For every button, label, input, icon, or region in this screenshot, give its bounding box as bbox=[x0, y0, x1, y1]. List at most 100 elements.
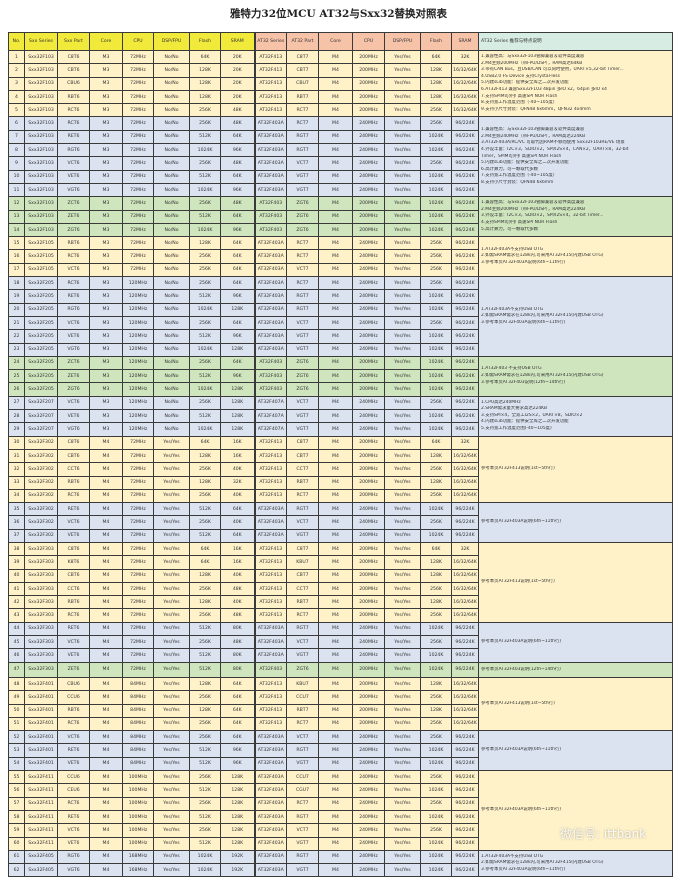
cell-sxx-dsp-fpu: Yes/Yes bbox=[153, 743, 190, 758]
cell-sxx-sram: 128K bbox=[220, 836, 255, 851]
cell-sxx-dsp-fpu: No/No bbox=[153, 289, 190, 304]
cell-at32-flash: 1024K bbox=[420, 661, 452, 678]
cell-sxx-part: CBT6 bbox=[57, 63, 90, 78]
cell-no: 15 bbox=[8, 236, 25, 251]
cell-at32-core: M4 bbox=[318, 849, 353, 865]
cell-no: 59 bbox=[8, 823, 25, 838]
cell-at32-sram: 16/32/64K bbox=[451, 690, 479, 705]
cell-sxx-cpu: 120MHz bbox=[122, 329, 154, 344]
cell-sxx-series: Sxx32F207 bbox=[24, 422, 58, 437]
cell-sxx-core: M3 bbox=[89, 262, 123, 278]
cell-sxx-core: M4 bbox=[89, 849, 123, 865]
cell-at32-dsp-fpu: Yes/Yes bbox=[384, 435, 421, 450]
cell-sxx-core: M4 bbox=[89, 661, 123, 678]
table-row: 31 Sxx32F302 CBT6 M4 72MHz Yes/Yes 128K 16K AT32… bbox=[8, 448, 673, 464]
cell-sxx-cpu: 120MHz bbox=[122, 342, 154, 357]
table-row: 15 Sxx32F105 RBT6 M3 72MHz No/No 128K 64K AT32F4… bbox=[8, 236, 673, 278]
cell-sxx-series: Sxx32F105 bbox=[24, 249, 58, 264]
cell-sxx-sram: 40K bbox=[220, 462, 255, 477]
cell-sxx-sram: 80K bbox=[220, 648, 255, 663]
cell-no: 36 bbox=[8, 515, 25, 530]
cell-no: 3 bbox=[8, 76, 25, 91]
header-at32-dsp-fpu: DSP/FPU bbox=[384, 32, 421, 51]
cell-at32-flash: 256K bbox=[420, 581, 452, 597]
cell-sxx-series: Sxx32F103 bbox=[24, 169, 58, 184]
cell-at32-series: AT32F403A bbox=[253, 262, 287, 278]
cell-at32-core: M4 bbox=[318, 690, 353, 705]
cell-no: 2 bbox=[8, 63, 25, 78]
cell-at32-sram: 96/224K bbox=[451, 355, 479, 371]
cell-sxx-cpu: 72MHz bbox=[122, 515, 154, 530]
cell-at32-core: M4 bbox=[318, 863, 353, 878]
cell-sxx-part: RET6 bbox=[57, 502, 90, 517]
cell-sxx-part: RGT6 bbox=[57, 302, 90, 317]
cell-sxx-flash: 512K bbox=[189, 209, 221, 224]
cell-sxx-dsp-fpu: Yes/Yes bbox=[153, 502, 190, 517]
cell-sxx-part: ZCT6 bbox=[57, 355, 90, 371]
cell-sxx-flash: 1024K bbox=[189, 382, 221, 397]
cell-sxx-dsp-fpu: Yes/Yes bbox=[153, 809, 190, 825]
cell-sxx-cpu: 100MHz bbox=[122, 770, 154, 785]
cell-at32-series: AT32F403A bbox=[253, 756, 287, 772]
cell-at32-dsp-fpu: Yes/Yes bbox=[384, 209, 421, 224]
cell-sxx-series: Sxx32F103 bbox=[24, 156, 58, 171]
cell-sxx-sram: 64K bbox=[220, 236, 255, 251]
cell-sxx-core: M3 bbox=[89, 222, 123, 238]
page-title: 雅特力32位MCU AT32与Sxx32替换对照表 bbox=[229, 8, 448, 20]
cell-at32-cpu: 240MHz bbox=[352, 863, 385, 878]
cell-at32-core: M4 bbox=[318, 262, 353, 278]
cell-at32-cpu: 200MHz bbox=[352, 661, 385, 678]
cell-at32-dsp-fpu: Yes/Yes bbox=[384, 621, 421, 637]
table-row: 49 Sxx32F401 CCU6 M4 84MHz Yes/Yes 256K 64K AT32… bbox=[8, 690, 673, 705]
cell-at32-series: AT32F403A bbox=[253, 302, 287, 317]
cell-sxx-part: ZGT6 bbox=[57, 382, 90, 397]
cell-no: 55 bbox=[8, 770, 25, 785]
cell-at32-series: AT32F403A bbox=[253, 849, 287, 865]
cell-no: 5 bbox=[8, 103, 25, 118]
note-line: 4.支持SPIM可外扩高速SPI NOR Flash bbox=[481, 220, 558, 225]
cell-at32-flash: 128K bbox=[420, 76, 452, 91]
table-row: 34 Sxx32F302 RCT6 M4 72MHz Yes/Yes 256K 40K AT32… bbox=[8, 488, 673, 504]
cell-at32-cpu: 240MHz bbox=[352, 302, 385, 317]
cell-no: 31 bbox=[8, 448, 25, 464]
cell-sxx-cpu: 72MHz bbox=[122, 169, 154, 184]
cell-at32-dsp-fpu: Yes/Yes bbox=[384, 528, 421, 543]
note-line: 3.外设丰富：I2C×3，SDIO×2，SPI/I2S×4，32-bit Tim… bbox=[481, 213, 604, 219]
cell-no: 41 bbox=[8, 581, 25, 597]
cell-at32-core: M4 bbox=[318, 528, 353, 543]
cell-at32-flash: 1024K bbox=[420, 809, 452, 825]
cell-sxx-flash: 256K bbox=[189, 581, 221, 597]
note-line: 4.外设丰富：I2C×3，SDIO×2，SPI/I2S×4，CAN×2，UART… bbox=[481, 146, 629, 152]
cell-at32-flash: 1024K bbox=[420, 329, 452, 344]
cell-sxx-part: RCT6 bbox=[57, 103, 90, 118]
cell-at32-cpu: 240MHz bbox=[352, 315, 385, 331]
cell-at32-series: AT32F403A bbox=[253, 783, 287, 798]
cell-sxx-series: Sxx32F205 bbox=[24, 382, 58, 397]
note-line: 5.内建sLib功能：提供安全库之二次开发功能 bbox=[481, 160, 569, 166]
cell-sxx-core: M4 bbox=[89, 823, 123, 838]
cell-sxx-series: Sxx32F401 bbox=[24, 690, 58, 705]
cell-sxx-flash: 512K bbox=[189, 528, 221, 543]
cell-sxx-series: Sxx32F401 bbox=[24, 756, 58, 772]
cell-at32-flash: 256K bbox=[420, 690, 452, 705]
cell-no: 21 bbox=[8, 315, 25, 331]
cell-at32-flash: 128K bbox=[420, 595, 452, 610]
cell-sxx-cpu: 72MHz bbox=[122, 462, 154, 477]
cell-sxx-flash: 1024K bbox=[189, 422, 221, 437]
cell-sxx-dsp-fpu: Yes/Yes bbox=[153, 690, 190, 705]
cell-sxx-series: Sxx32F411 bbox=[24, 809, 58, 825]
cell-at32-sram: 96/224K bbox=[451, 395, 479, 411]
cell-sxx-dsp-fpu: No/No bbox=[153, 49, 190, 65]
cell-at32-cpu: 200MHz bbox=[352, 475, 385, 490]
cell-at32-core: M4 bbox=[318, 581, 353, 597]
cell-at32-cpu: 240MHz bbox=[352, 836, 385, 851]
cell-at32-flash: 256K bbox=[420, 262, 452, 278]
cell-sxx-flash: 1024K bbox=[189, 182, 221, 198]
cell-no: 13 bbox=[8, 209, 25, 224]
cell-sxx-sram: 96K bbox=[220, 289, 255, 304]
cell-at32-series: AT32F407A bbox=[253, 395, 287, 411]
cell-at32-series: AT32F413 bbox=[253, 103, 287, 118]
cell-at32-core: M4 bbox=[318, 369, 353, 384]
cell-no: 4 bbox=[8, 89, 25, 105]
cell-at32-cpu: 200MHz bbox=[352, 703, 385, 718]
